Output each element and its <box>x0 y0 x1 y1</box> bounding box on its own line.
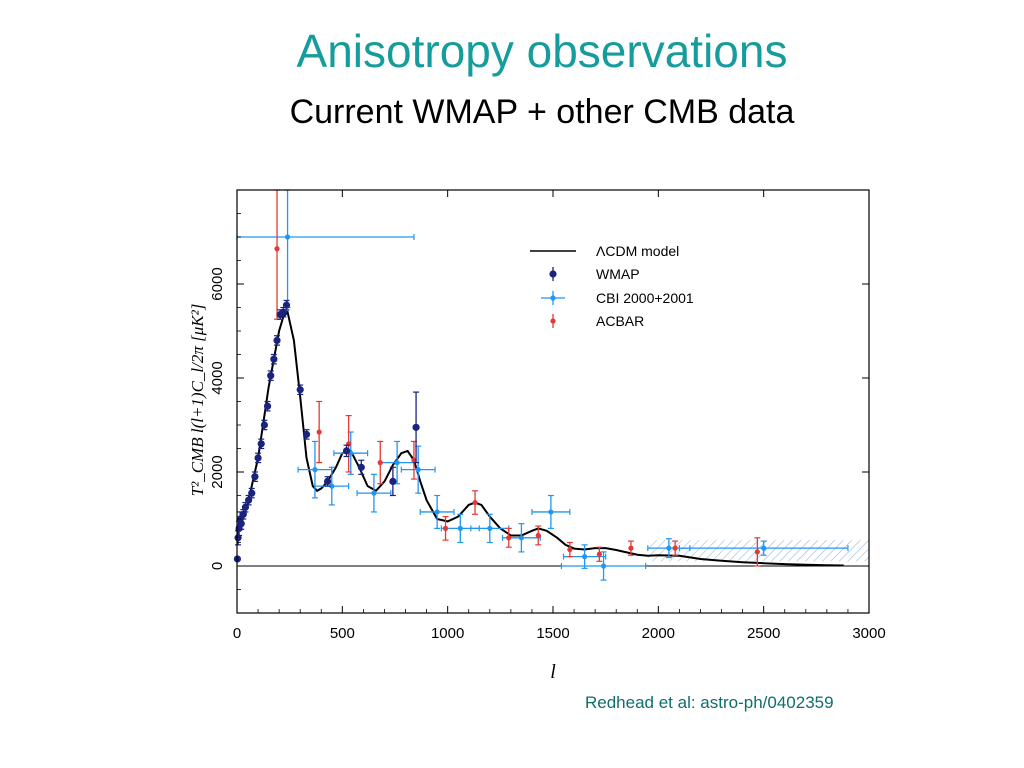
x-tick-label: 3000 <box>852 625 885 642</box>
wmap-point <box>302 430 311 438</box>
wmap-point <box>248 489 256 497</box>
wmap-point <box>342 447 351 455</box>
legend-label: WMAP <box>596 266 640 282</box>
wmap-point <box>254 454 262 462</box>
wmap-point <box>257 440 265 448</box>
wmap-point <box>263 402 272 410</box>
acbar-point <box>535 532 541 539</box>
acbar-point <box>472 499 478 506</box>
acbar-point <box>411 457 417 463</box>
legend-cbi-2000-2001-swatch <box>550 295 556 301</box>
x-tick-label: 1500 <box>536 625 569 642</box>
cbi-2000-2001-point <box>434 509 440 515</box>
x-tick-label: 2000 <box>642 625 675 642</box>
cbi-2000-2001-point <box>548 509 554 515</box>
acbar-point <box>567 546 573 553</box>
y-tick-label: 2000 <box>209 455 226 488</box>
acbar-point <box>442 525 449 532</box>
acbar-point <box>506 535 512 541</box>
cbi-2000-2001-point <box>518 535 525 541</box>
wmap-point <box>323 477 332 485</box>
cbi-2000-2001-point <box>582 554 588 560</box>
acbar-point <box>672 545 678 551</box>
cbi-2000-2001-point <box>761 545 767 551</box>
legend-label: CBI 2000+2001 <box>596 290 694 306</box>
citation: Redhead et al: astro-ph/0402359 <box>585 693 834 712</box>
y-tick-label: 0 <box>209 562 226 570</box>
acbar-point <box>316 429 322 435</box>
cbi-2000-2001-point <box>371 490 377 496</box>
cbi-2000-2001-point <box>312 467 318 473</box>
wmap-point <box>260 421 268 429</box>
acbar-point <box>628 545 634 551</box>
wmap-point <box>357 463 365 471</box>
x-tick-label: 2500 <box>747 625 780 642</box>
x-axis-title: l <box>550 661 556 683</box>
wmap-point <box>412 423 420 431</box>
lcdm-model-curve <box>236 310 844 567</box>
legend-wmap-swatch <box>549 270 557 278</box>
cbi-2000-2001-point <box>394 460 400 466</box>
wmap-point <box>296 386 304 394</box>
y-axis-title: T²_CMB l(l+1)C_l/2π [μK²] <box>188 304 207 497</box>
legend-label: ACBAR <box>596 313 644 329</box>
wmap-point <box>389 477 397 485</box>
x-tick-label: 0 <box>233 625 241 642</box>
slide-subtitle: Current WMAP + other CMB data <box>289 93 795 131</box>
cbi-2000-2001-point <box>457 525 463 532</box>
y-tick-label: 6000 <box>209 267 226 300</box>
cbi-2000-2001-point <box>600 563 607 569</box>
cbi-2000-2001-point <box>329 483 335 489</box>
slide-title: Anisotropy observations <box>296 25 788 77</box>
legend-label: ΛCDM model <box>596 243 679 259</box>
acbar-point <box>274 246 280 252</box>
legend-acbar-swatch <box>550 318 556 324</box>
cbi-2000-2001-point <box>666 545 672 551</box>
wmap-point <box>270 355 278 363</box>
wmap-point <box>267 372 275 380</box>
cbi-2000-2001-point <box>487 525 493 532</box>
acbar-point <box>754 549 760 555</box>
x-tick-label: 500 <box>330 625 355 642</box>
wmap-point <box>273 336 281 344</box>
legend: ΛCDM model WMAP CBI 2000+2001 ACBAR <box>530 243 694 329</box>
wmap-point <box>251 473 259 481</box>
wmap-point <box>237 520 245 528</box>
x-tick-label: 1000 <box>431 625 464 642</box>
acbar-point <box>596 551 602 557</box>
cbi-2000-2001-point <box>284 234 291 240</box>
y-tick-label: 4000 <box>209 361 226 394</box>
cbi-2000-2001-point <box>415 467 421 473</box>
wmap-point <box>282 301 291 309</box>
acbar-point <box>377 460 383 466</box>
